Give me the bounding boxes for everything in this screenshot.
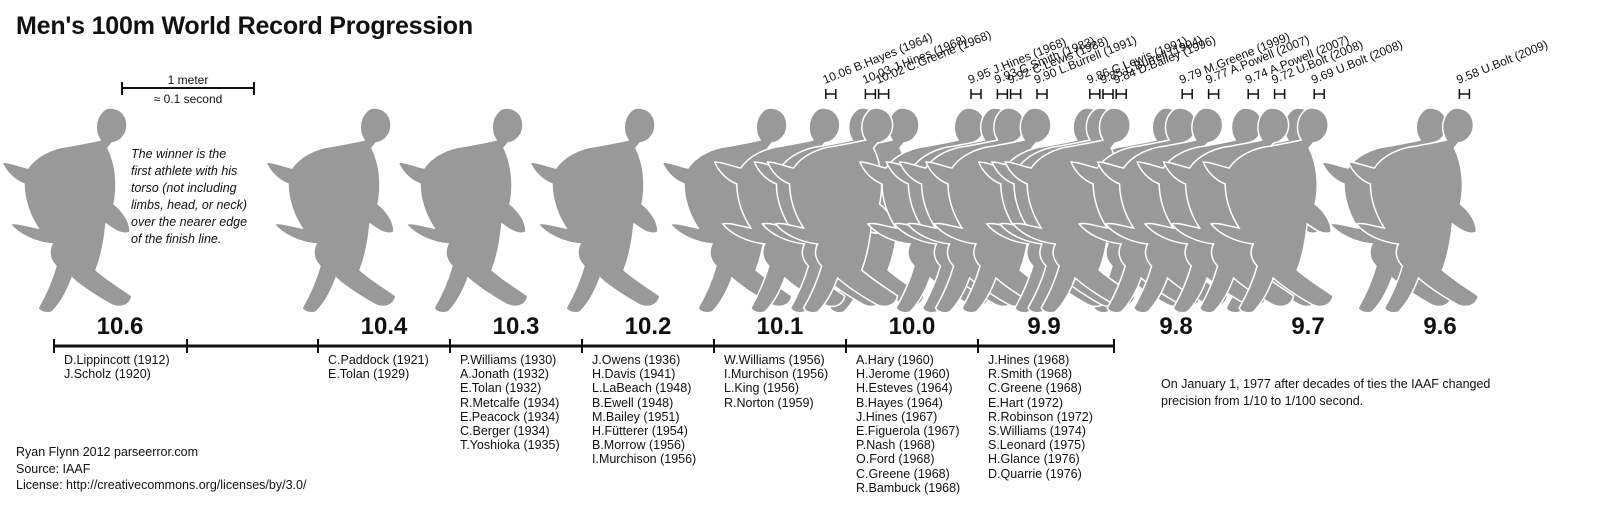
time-heading: 10.1 xyxy=(756,313,804,340)
holder-entry: D.Lippincott (1912) xyxy=(64,353,170,367)
time-heading: 9.6 xyxy=(1423,313,1457,340)
time-heading: 10.3 xyxy=(492,313,540,340)
holder-entry: L.LaBeach (1948) xyxy=(592,381,692,396)
scale-length-label: 1 meter xyxy=(167,73,209,87)
holder-entry: J.Owens (1936) xyxy=(592,353,681,367)
holder-entry: R.Smith (1968) xyxy=(988,367,1073,382)
holder-entry: D.Quarrie (1976) xyxy=(988,466,1082,481)
holder-entry: B.Ewell (1948) xyxy=(592,395,674,410)
time-heading: 10.6 xyxy=(96,313,144,340)
time-heading: 9.9 xyxy=(1027,313,1061,340)
record-marker xyxy=(877,89,890,99)
record-marker xyxy=(864,89,877,99)
holder-entry: C.Paddock (1921) xyxy=(328,353,429,367)
record-marker xyxy=(970,89,982,99)
record-marker xyxy=(825,89,837,99)
credit-author: Ryan Flynn 2012 parseerror.com xyxy=(16,445,199,459)
holder-entry: E.Peacock (1934) xyxy=(460,409,560,424)
holder-entry: J.Scholz (1920) xyxy=(64,367,151,382)
holder-list: P.Williams (1930) A.Jonath (1932) E.Tolan … xyxy=(460,353,560,452)
chart-title: Men's 100m World Record Progression xyxy=(16,12,473,40)
holder-entry: J.Hines (1968) xyxy=(988,353,1070,367)
credit-source: Source: IAAF xyxy=(16,461,91,476)
record-marker xyxy=(1181,89,1193,99)
record-marker xyxy=(1115,89,1127,99)
record-marker xyxy=(1036,89,1048,99)
record-marker xyxy=(1089,89,1101,99)
runner-silhouette xyxy=(1,107,133,314)
finish-rule-note: The winner is the first athlete with his… xyxy=(131,147,248,246)
holder-list: D.Lippincott (1912) J.Scholz (1920) xyxy=(64,353,170,381)
holder-entry: H.Glance (1976) xyxy=(988,452,1080,467)
credit-license: License: http://creativecommons.org/lice… xyxy=(16,478,307,492)
holder-entry: C.Greene (1968) xyxy=(856,466,950,481)
holder-entry: L.King (1956) xyxy=(724,381,800,396)
holder-entry: P.Williams (1930) xyxy=(460,353,557,367)
holder-entry: A.Hary (1960) xyxy=(856,353,934,367)
holder-entry: I.Murchison (1956) xyxy=(724,367,829,382)
holder-entry: R.Metcalfe (1934) xyxy=(460,395,560,410)
holder-entry: S.Williams (1974) xyxy=(988,424,1086,439)
holder-entry: C.Greene (1968) xyxy=(988,381,1082,396)
footnote-line: On January 1, 1977 after decades of ties… xyxy=(1161,377,1491,391)
holder-entry: E.Tolan (1929) xyxy=(328,367,410,382)
holder-entry: E.Figuerola (1967) xyxy=(856,424,960,439)
time-heading: 9.8 xyxy=(1159,313,1193,340)
holder-entry: E.Tolan (1932) xyxy=(460,381,542,396)
holder-list: J.Hines (1968) R.Smith (1968) C.Greene (19… xyxy=(988,353,1093,481)
record-marker xyxy=(1207,89,1220,99)
holder-entry: H.Davis (1941) xyxy=(592,367,676,382)
time-heading: 10.2 xyxy=(624,313,672,340)
record-marker xyxy=(1313,89,1325,99)
record-marker xyxy=(1102,89,1114,99)
record-label: 9.58 U.Bolt (2009) xyxy=(1454,37,1550,86)
scale-time-label: ≈ 0.1 second xyxy=(153,92,223,106)
electronic-record-labels: 10.06 B.Hayes (1964)10.03 J.Hines (1968)… xyxy=(821,28,1550,99)
footnote-line: precision from 1/10 to 1/100 second. xyxy=(1161,394,1364,408)
holder-entry: S.Leonard (1975) xyxy=(988,438,1086,453)
record-marker xyxy=(1009,89,1022,99)
holder-entry: M.Bailey (1951) xyxy=(592,409,680,424)
holder-entry: O.Ford (1968) xyxy=(856,452,935,467)
record-marker xyxy=(996,89,1009,99)
holder-entry: A.Jonath (1932) xyxy=(460,367,549,382)
holder-entry: I.Murchison (1956) xyxy=(592,452,697,467)
holder-list: C.Paddock (1921) E.Tolan (1929) xyxy=(328,353,429,381)
holder-list: J.Owens (1936) H.Davis (1941) L.LaBeach (1… xyxy=(592,353,696,467)
holder-entry: B.Morrow (1956) xyxy=(592,438,686,453)
scale-bar xyxy=(121,82,255,95)
holder-list: A.Hary (1960) H.Jerome (1960) H.Esteves (1… xyxy=(856,353,960,495)
holder-entry: B.Hayes (1964) xyxy=(856,395,943,410)
time-heading: 10.0 xyxy=(888,313,936,340)
time-heading: 9.7 xyxy=(1291,313,1325,340)
holder-entry: R.Bambuck (1968) xyxy=(856,480,961,495)
timeline-axis xyxy=(53,339,1115,353)
runner-silhouette xyxy=(265,107,397,314)
holder-entry: P.Nash (1968) xyxy=(856,438,935,453)
holder-entry: T.Yoshioka (1935) xyxy=(460,438,560,453)
runner-silhouette xyxy=(397,107,529,314)
holder-entry: R.Robinson (1972) xyxy=(988,409,1093,424)
holder-entry: H.Fütterer (1954) xyxy=(592,424,688,439)
holder-entry: J.Hines (1967) xyxy=(856,409,938,424)
time-heading: 10.4 xyxy=(360,313,408,340)
record-marker xyxy=(1273,89,1286,99)
record-marker xyxy=(1458,89,1471,99)
precision-footnote: On January 1, 1977 after decades of ties… xyxy=(1161,376,1490,410)
holder-entry: C.Berger (1934) xyxy=(460,424,550,439)
holder-list: W.Williams (1956) I.Murchison (1956) L.Kin… xyxy=(724,353,828,410)
record-marker xyxy=(1247,89,1259,99)
holder-entry: H.Jerome (1960) xyxy=(856,367,950,382)
runner-silhouette xyxy=(529,107,661,314)
holder-entry: R.Norton (1959) xyxy=(724,395,814,410)
credits: Ryan Flynn 2012 parseerror.com Source: I… xyxy=(16,444,306,494)
holder-entry: W.Williams (1956) xyxy=(724,353,825,367)
holder-entry: E.Hart (1972) xyxy=(988,395,1064,410)
holder-entry: H.Esteves (1964) xyxy=(856,381,953,396)
